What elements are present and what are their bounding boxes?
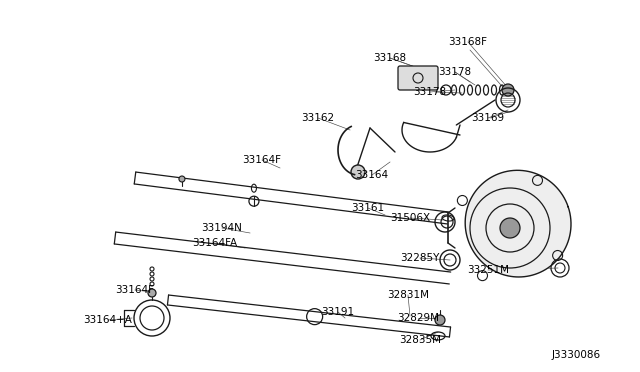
Text: 33164FA: 33164FA [193,238,237,248]
Text: J3330086: J3330086 [552,350,600,360]
Circle shape [500,218,520,238]
Text: 33164+A: 33164+A [84,315,132,325]
Text: 33191: 33191 [321,307,355,317]
Text: 33251M: 33251M [467,265,509,275]
Text: 32835M: 32835M [399,335,441,345]
Text: 33169: 33169 [472,113,504,123]
Text: 33168: 33168 [373,53,406,63]
Text: 33164F: 33164F [243,155,282,165]
Circle shape [148,289,156,297]
Polygon shape [465,170,571,277]
Text: 33162: 33162 [301,113,335,123]
Circle shape [502,84,514,96]
Text: 32829M: 32829M [397,313,439,323]
Circle shape [351,165,365,179]
Text: 33168F: 33168F [449,37,488,47]
Text: 32831M: 32831M [387,290,429,300]
Text: 33164: 33164 [355,170,388,180]
Circle shape [179,176,185,182]
Text: 32285Y: 32285Y [400,253,440,263]
Text: 33194N: 33194N [202,223,243,233]
Text: 33164F: 33164F [115,285,154,295]
Circle shape [435,315,445,325]
FancyBboxPatch shape [398,66,438,90]
Text: 33178: 33178 [438,67,472,77]
Text: 31506X: 31506X [390,213,430,223]
Text: 33161: 33161 [351,203,385,213]
Text: 33178: 33178 [413,87,447,97]
